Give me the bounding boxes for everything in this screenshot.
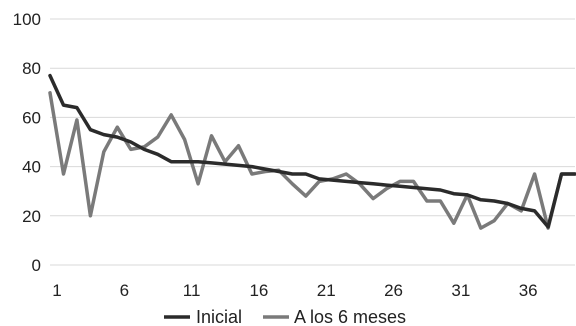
y-tick-label: 100 xyxy=(13,10,41,29)
y-tick-label: 20 xyxy=(22,207,41,226)
series-line-inicial xyxy=(48,73,576,229)
x-tick-label: 26 xyxy=(384,281,403,300)
x-tick-label: 36 xyxy=(519,281,538,300)
x-tick-label: 11 xyxy=(183,281,201,300)
x-axis-tick-labels: 1 6 11 16 21 26 31 36 xyxy=(52,281,537,300)
y-tick-label: 0 xyxy=(32,256,41,275)
legend: Inicial A los 6 meses xyxy=(164,307,406,326)
y-axis-tick-labels: 0 20 40 60 80 100 xyxy=(13,10,41,275)
x-tick-label: 21 xyxy=(317,281,336,300)
y-tick-label: 40 xyxy=(22,158,41,177)
x-tick-label: 6 xyxy=(120,281,129,300)
series-layer xyxy=(48,73,576,230)
legend-label-a-los-6-meses: A los 6 meses xyxy=(294,307,406,326)
x-tick-label: 16 xyxy=(249,281,268,300)
y-tick-label: 60 xyxy=(22,108,41,127)
series-line-a-los-6-meses xyxy=(48,91,576,230)
grid-layer xyxy=(50,18,575,266)
legend-label-inicial: Inicial xyxy=(196,307,242,326)
x-tick-label: 31 xyxy=(451,281,470,300)
y-tick-label: 80 xyxy=(22,59,41,78)
x-tick-label: 1 xyxy=(52,281,61,300)
